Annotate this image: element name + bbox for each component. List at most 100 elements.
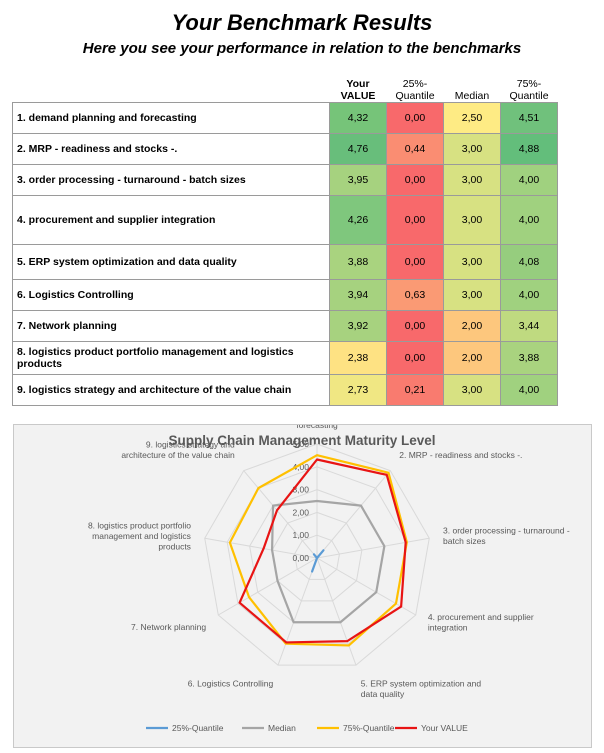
table-header-blank bbox=[13, 78, 330, 103]
table-row: 5. ERP system optimization and data qual… bbox=[12, 244, 558, 280]
series-lines bbox=[228, 454, 408, 647]
series-line-median bbox=[270, 499, 386, 624]
grid-spoke bbox=[204, 537, 318, 559]
axis-label: 3. order processing - turnaround -batch … bbox=[443, 526, 570, 547]
row-label: 8. logistics product portfolio managemen… bbox=[12, 341, 330, 375]
grid-spoke bbox=[277, 557, 318, 666]
cell-your-value: 3,92 bbox=[329, 310, 387, 342]
cell-75-quantile: 4,00 bbox=[500, 195, 558, 245]
legend-label: Your VALUE bbox=[421, 723, 468, 733]
cell-median: 2,00 bbox=[443, 310, 501, 342]
radial-tick-labels: 0,00 1,00 2,00 3,00 4,00 5,00 bbox=[292, 439, 309, 563]
cell-median: 2,00 bbox=[443, 341, 501, 375]
axis-label-line: forecasting bbox=[296, 425, 338, 430]
axis-label-line: batch sizes bbox=[443, 536, 486, 546]
chart-title: Supply Chain Management Maturity Level bbox=[168, 433, 435, 448]
axis-label-line: data quality bbox=[361, 689, 405, 699]
table-row: 8. logistics product portfolio managemen… bbox=[12, 341, 558, 375]
table-row: 2. MRP - readiness and stocks -. 4,76 0,… bbox=[12, 133, 558, 165]
grid-spoke bbox=[218, 557, 318, 616]
cell-75-quantile: 4,51 bbox=[500, 102, 558, 134]
cell-25-quantile: 0,00 bbox=[386, 195, 444, 245]
grid-spoke bbox=[316, 470, 391, 559]
radar-chart: Supply Chain Management Maturity Level 1… bbox=[88, 410, 570, 734]
page-subtitle: Here you see your performance in relatio… bbox=[82, 40, 522, 57]
cell-median: 3,00 bbox=[443, 244, 501, 280]
axis-label-line: 2. MRP - readiness and stocks -. bbox=[399, 450, 522, 460]
column-header-median: Median bbox=[454, 90, 490, 102]
cell-median: 3,00 bbox=[443, 279, 501, 311]
cell-median: 3,00 bbox=[443, 195, 501, 245]
column-header-your-value: Your VALUE bbox=[340, 78, 376, 102]
axis-label-line: 4. procurement and supplier bbox=[428, 612, 534, 622]
page-title: Your Benchmark Results bbox=[171, 10, 433, 35]
axis-label: 5. ERP system optimization and data quali… bbox=[361, 678, 482, 699]
tick-label: 4,00 bbox=[292, 462, 309, 472]
cell-25-quantile: 0,00 bbox=[386, 164, 444, 196]
axis-label-line: 9. logistics strategy and bbox=[146, 439, 235, 449]
grid-ring bbox=[271, 511, 363, 602]
legend-label: 75%-Quantile bbox=[343, 723, 395, 733]
axis-label-line: 6. Logistics Controlling bbox=[188, 678, 274, 688]
tick-label: 3,00 bbox=[292, 485, 309, 495]
axis-label: 7. Network planning bbox=[131, 622, 206, 632]
axis-label-line: integration bbox=[428, 622, 468, 632]
column-header-75-quantile: 75%-Quantile bbox=[509, 78, 549, 102]
cell-your-value: 4,32 bbox=[329, 102, 387, 134]
table-row: 6. Logistics Controlling 3,94 0,63 3,00 … bbox=[12, 279, 558, 311]
axis-label: 9. logistics strategy and architecture of… bbox=[121, 439, 235, 460]
cell-25-quantile: 0,63 bbox=[386, 279, 444, 311]
tick-label: 5,00 bbox=[292, 439, 309, 449]
cell-your-value: 2,38 bbox=[329, 341, 387, 375]
axis-label: 8. logistics product portfolio management… bbox=[88, 520, 191, 551]
cell-your-value: 3,95 bbox=[329, 164, 387, 196]
axis-label-line: architecture of the value chain bbox=[121, 450, 235, 460]
axis-label-line: 5. ERP system optimization and bbox=[361, 678, 482, 688]
cell-25-quantile: 0,00 bbox=[386, 341, 444, 375]
cell-75-quantile: 3,44 bbox=[500, 310, 558, 342]
table-header-row: Your VALUE 25%-Quantile Median 75%-Quant… bbox=[13, 78, 558, 103]
benchmark-table: Your VALUE 25%-Quantile Median 75%-Quant… bbox=[12, 78, 558, 406]
table-row: 3. order processing - turnaround - batch… bbox=[12, 164, 558, 196]
table-row: 4. procurement and supplier integration … bbox=[12, 195, 558, 245]
series-line-your-value bbox=[238, 458, 407, 644]
cell-25-quantile: 0,44 bbox=[386, 133, 444, 165]
cell-75-quantile: 4,00 bbox=[500, 374, 558, 406]
cell-75-quantile: 4,88 bbox=[500, 133, 558, 165]
tick-label: 0,00 bbox=[292, 553, 309, 563]
axis-label: 4. procurement and supplier integration bbox=[428, 612, 534, 633]
cell-25-quantile: 0,00 bbox=[386, 310, 444, 342]
table-row: 1. demand planning and forecasting 4,32 … bbox=[12, 102, 558, 134]
row-label: 6. Logistics Controlling bbox=[12, 279, 330, 311]
tick-label: 2,00 bbox=[292, 507, 309, 517]
cell-25-quantile: 0,00 bbox=[386, 102, 444, 134]
table-row: 9. logistics strategy and architecture o… bbox=[12, 374, 558, 406]
series-line-25-quantile bbox=[310, 549, 325, 573]
axis-label-line: 7. Network planning bbox=[131, 622, 206, 632]
table-row: 7. Network planning 3,92 0,00 2,00 3,44 bbox=[12, 310, 558, 342]
cell-your-value: 2,73 bbox=[329, 374, 387, 406]
cell-your-value: 3,88 bbox=[329, 244, 387, 280]
grid-spoke bbox=[316, 557, 357, 666]
radar-grid bbox=[204, 443, 430, 666]
grid-spoke bbox=[316, 557, 416, 616]
cell-your-value: 3,94 bbox=[329, 279, 387, 311]
cell-your-value: 4,26 bbox=[329, 195, 387, 245]
row-label: 5. ERP system optimization and data qual… bbox=[12, 244, 330, 280]
cell-75-quantile: 3,88 bbox=[500, 341, 558, 375]
grid-spoke bbox=[243, 470, 318, 559]
tick-label: 1,00 bbox=[292, 530, 309, 540]
axis-label: 6. Logistics Controlling bbox=[188, 678, 274, 688]
column-header-25-quantile: 25%-Quantile bbox=[395, 78, 435, 102]
cell-median: 2,50 bbox=[443, 102, 501, 134]
row-label: 7. Network planning bbox=[12, 310, 330, 342]
grid-ring bbox=[204, 443, 430, 666]
axis-label-line: management and logistics bbox=[92, 531, 191, 541]
cell-75-quantile: 4,08 bbox=[500, 244, 558, 280]
grid-spoke bbox=[316, 537, 430, 559]
legend-label: Median bbox=[268, 723, 296, 733]
radar-chart-panel: Supply Chain Management Maturity Level 1… bbox=[13, 410, 592, 748]
row-label: 3. order processing - turnaround - batch… bbox=[12, 164, 330, 196]
legend-label: 25%-Quantile bbox=[172, 723, 224, 733]
